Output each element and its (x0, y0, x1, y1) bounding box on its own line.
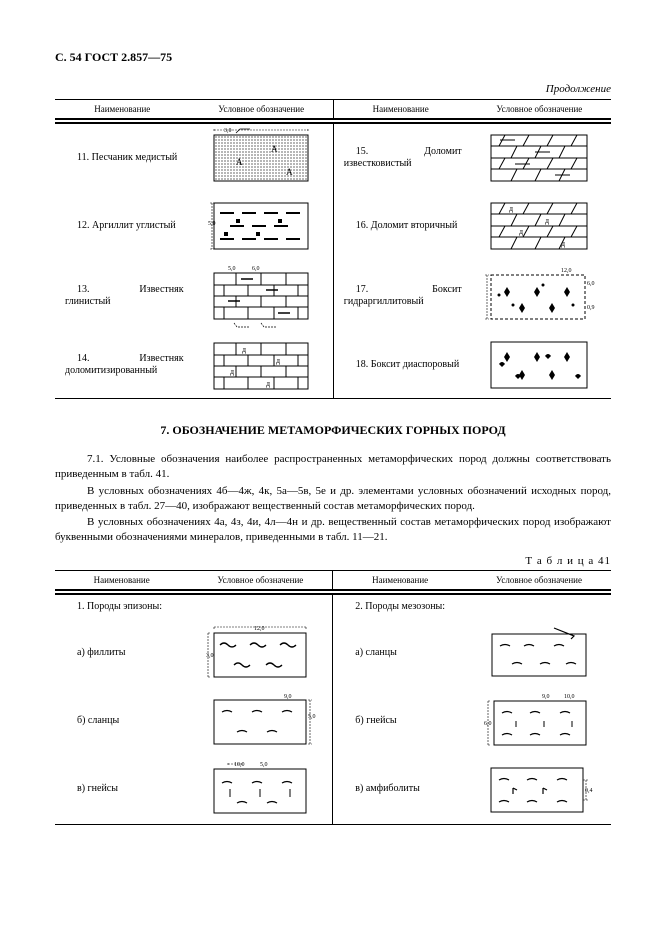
table-40: Наименование Условное обозначение Наимен… (55, 99, 611, 399)
svg-text:5,0: 5,0 (308, 714, 316, 720)
col-symbol: Условное обозначение (188, 571, 332, 590)
symbol-gneiss-meso: 9,010,0 6,0 (482, 691, 596, 753)
rock-name: 2. Породы мезозоны: (333, 595, 467, 620)
col-symbol: Условное обозначение (190, 100, 334, 119)
symbol-bauxite-gibbsite: 12,0 6,0 0,9 (483, 265, 595, 327)
rock-symbol (468, 332, 611, 399)
svg-text:A: A (236, 157, 243, 167)
svg-text:д: д (509, 204, 513, 213)
col-symbol: Условное обозначение (467, 571, 611, 590)
table-41-caption: Т а б л и ц а 41 (55, 555, 611, 567)
rock-name: б) сланцы (55, 688, 188, 756)
svg-text:10,0: 10,0 (564, 694, 575, 700)
continuation-label: Продолжение (55, 83, 611, 95)
rock-name: 1. Породы эпизоны: (55, 595, 188, 620)
table-41: Наименование Условное обозначение Наимен… (55, 570, 611, 825)
rock-symbol (467, 595, 611, 620)
rock-name: в) гнейсы (55, 756, 188, 825)
svg-text:A: A (271, 144, 278, 154)
col-name: Наименование (55, 100, 190, 119)
rock-name: 15. Доломит известковистый (333, 124, 467, 193)
svg-text:д: д (266, 379, 270, 388)
rock-symbol: 0,4 (467, 756, 611, 825)
rock-symbol: 12,03,0 (188, 620, 332, 688)
svg-text:6,0: 6,0 (252, 266, 260, 272)
rock-name: б) гнейсы (333, 688, 467, 756)
rock-symbol (467, 620, 611, 688)
rock-name: в) амфиболиты (333, 756, 467, 825)
symbol-schist-epi: 9,0 5,0 (204, 692, 316, 752)
col-name: Наименование (333, 100, 467, 119)
svg-text:д: д (242, 345, 246, 354)
rock-symbol: д д д д (190, 332, 334, 399)
rock-symbol: 9,0 5,0 (188, 688, 332, 756)
section-7-p1: 7.1. Условные обозначения наиболее распр… (55, 452, 611, 482)
section-7-p2: В условных обозначениях 4б—4ж, 4к, 5а—5в… (55, 484, 611, 514)
svg-text:12,0: 12,0 (561, 268, 572, 274)
page-header: С. 54 ГОСТ 2.857—75 (55, 50, 611, 65)
symbol-dolomite-secondary: д д д д (485, 197, 593, 255)
svg-text:0,9: 0,9 (587, 305, 595, 311)
rock-symbol: 10,0 5,0 (188, 756, 332, 825)
rock-symbol: 9,010,0 6,0 (467, 688, 611, 756)
rock-name: а) сланцы (333, 620, 467, 688)
rock-name: 11. Песчаник медистый (55, 124, 190, 193)
rock-symbol: 5,0 6,0 (190, 260, 334, 332)
rock-symbol: A A A 3,0 (190, 124, 334, 193)
symbol-dolomite-calcareous (485, 129, 593, 187)
svg-text:д: д (519, 227, 523, 236)
svg-text:д: д (545, 216, 549, 225)
rock-name: 13. Известняк глинистый (55, 260, 190, 332)
rock-symbol (468, 124, 611, 193)
svg-text:A: A (286, 167, 293, 177)
col-name: Наименование (333, 571, 467, 590)
rock-name: 14. Известняк доломитизированный (55, 332, 190, 399)
symbol-argillite-carbonaceous: 5,0 (206, 195, 316, 257)
symbol-limestone-clayey: 5,0 6,0 (206, 263, 316, 329)
rock-name: 16. Доломит вторичный (333, 192, 467, 260)
section-7-p3: В условных обозначениях 4а, 4з, 4и, 4л—4… (55, 515, 611, 545)
svg-text:5,0: 5,0 (228, 266, 236, 272)
svg-text:9,0: 9,0 (284, 694, 292, 700)
svg-text:д: д (230, 367, 234, 376)
rock-symbol (188, 595, 332, 620)
col-name: Наименование (55, 571, 188, 590)
symbol-sandstone-cuprous: A A A 3,0 (206, 127, 316, 189)
svg-text:3,0: 3,0 (224, 128, 232, 134)
symbol-limestone-dolomitized: д д д д (206, 335, 316, 395)
svg-text:5,0: 5,0 (260, 762, 268, 768)
symbol-bauxite-diaspore (485, 336, 593, 394)
symbol-phyllite: 12,03,0 (204, 623, 316, 685)
symbol-gneiss-epi: 10,0 5,0 (204, 759, 316, 821)
svg-text:10,0: 10,0 (234, 762, 245, 768)
rock-name: 12. Аргиллит углистый (55, 192, 190, 260)
col-symbol: Условное обозначение (468, 100, 611, 119)
svg-text:д: д (561, 239, 565, 248)
svg-text:3,0: 3,0 (206, 653, 214, 659)
svg-text:д: д (276, 356, 280, 365)
rock-symbol: 12,0 6,0 0,9 (468, 260, 611, 332)
rock-symbol: д д д д (468, 192, 611, 260)
svg-text:9,0: 9,0 (542, 694, 550, 700)
rock-name: 18. Боксит диаспоровый (333, 332, 467, 399)
symbol-schist-meso (484, 624, 594, 684)
rock-name: 17. Боксит гидраргиллитовый (333, 260, 467, 332)
section-7-title: 7. ОБОЗНАЧЕНИЕ МЕТАМОРФИЧЕСКИХ ГОРНЫХ ПО… (55, 423, 611, 438)
rock-name: а) филлиты (55, 620, 188, 688)
symbol-amphibolite: 0,4 (483, 760, 595, 820)
svg-text:6,0: 6,0 (587, 281, 595, 287)
rock-symbol: 5,0 (190, 192, 334, 260)
